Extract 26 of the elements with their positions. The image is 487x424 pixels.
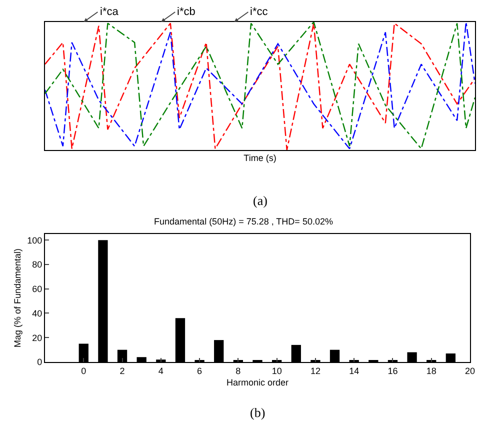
y-axis-title: Mag (% of Fundamental) [12, 248, 23, 348]
text: i*cc [250, 6, 268, 18]
x-tick-label: 12 [310, 366, 320, 376]
y-tick-label: 60 [32, 284, 42, 294]
y-tick-label: 80 [32, 260, 42, 270]
text: (b) [250, 405, 266, 420]
text: i*cb [177, 6, 196, 18]
y-tick-label: 20 [32, 332, 42, 343]
x-tick-label: 16 [388, 366, 398, 376]
x-tick-label: 8 [236, 366, 241, 376]
x-tick-label: 10 [272, 366, 282, 376]
chart-title: Fundamental (50Hz) = 75.28 , THD= 50.02% [154, 216, 333, 227]
x-tick-label: 2 [120, 366, 125, 376]
x-axis-title: Time (s) [244, 152, 276, 163]
x-tick-label: 0 [81, 366, 86, 376]
text: (a) [253, 193, 268, 208]
y-tick-label: 40 [32, 308, 42, 318]
x-tick-label: 20 [464, 366, 476, 376]
y-tick-label: 0 [37, 357, 42, 368]
x-tick-label: 18 [426, 366, 436, 376]
x-tick-label: 6 [197, 366, 202, 376]
x-axis-title: Harmonic order [226, 378, 289, 388]
y-tick-label: 100 [27, 235, 42, 246]
text: i*ca [100, 6, 120, 18]
x-tick-label: 14 [349, 366, 360, 376]
x-tick-label: 4 [158, 366, 164, 376]
